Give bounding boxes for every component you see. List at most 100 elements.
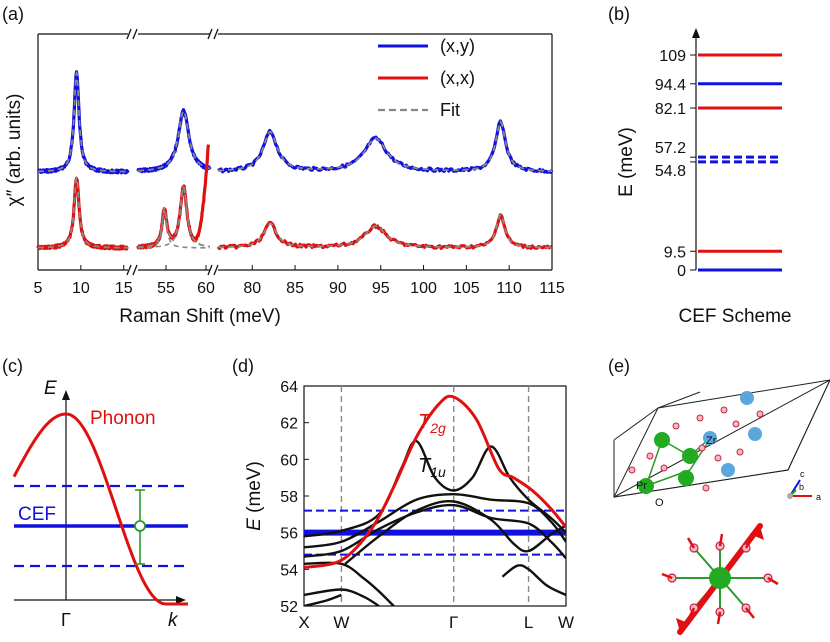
x-tick-label: 90 <box>329 280 347 297</box>
panel-d-ylabel: E (meV) <box>244 461 265 531</box>
phonon-branch-line <box>304 588 380 606</box>
axis-break-mark <box>126 264 132 276</box>
phonon-dispersion-curve <box>12 412 188 606</box>
pr-atom <box>678 470 694 486</box>
x-tick-label: 5 <box>34 280 43 297</box>
pr-atom <box>654 432 670 448</box>
energy-tick-label: 54.8 <box>655 163 686 180</box>
o-atom <box>756 410 764 418</box>
o-atom <box>720 406 728 414</box>
arrow-head <box>676 618 690 632</box>
energy-tick-label: 0 <box>677 263 686 280</box>
energy-tick-label: 82.1 <box>655 101 686 118</box>
y-tick-label: 56 <box>280 526 298 543</box>
k-point-label: W <box>558 613 574 632</box>
panel-a-ylabel: χ″ (arb. units) <box>4 94 25 207</box>
legend-label-xy: (x,y) <box>440 36 475 56</box>
y-tick-label: 64 <box>280 379 298 396</box>
panel-b: (b) 0 9.5 54.8 57.2 82.1 94.4 109 E (meV) CEF … <box>608 4 791 327</box>
fit-line <box>217 212 552 249</box>
zr-atom <box>748 427 762 441</box>
x-tick-label: 10 <box>72 280 90 297</box>
panel-c-gamma-tick: Γ <box>61 610 71 630</box>
o-atom <box>714 454 722 462</box>
o-atoms <box>628 406 764 492</box>
energy-tick-label: 9.5 <box>664 244 686 261</box>
panel-a-x-ticks: 5 10 15 55 60 80 85 90 95 100 105 110 115 <box>34 265 565 297</box>
axis-break-mark <box>132 264 138 276</box>
crossing-point-marker <box>134 520 146 532</box>
panel-c-ylabel: E <box>44 378 57 399</box>
panel-d-label: (d) <box>232 356 254 376</box>
zr-atom <box>721 463 735 477</box>
pr-atom <box>682 448 698 464</box>
pr-atoms <box>638 432 698 494</box>
o-displacement-arrow <box>716 611 722 625</box>
axis-break-mark <box>132 28 138 40</box>
cell-edge-2 <box>657 391 701 409</box>
phonon-branch-line <box>304 503 566 560</box>
panel-e-label: (e) <box>608 356 630 376</box>
axis-break-mark <box>207 28 213 40</box>
t2g-branch-line <box>304 394 566 569</box>
axis-origin <box>787 493 793 499</box>
o-atom <box>696 414 704 422</box>
energy-tick-label: 57.2 <box>655 140 686 157</box>
panel-b-xlabel: CEF Scheme <box>679 306 792 327</box>
zr-atom <box>740 391 754 405</box>
energy-tick-label: 109 <box>659 48 686 65</box>
phonon-branch-line <box>344 500 566 565</box>
panel-a-label: (a) <box>2 4 24 24</box>
pr-atom <box>638 478 654 494</box>
x-tick-label: 55 <box>157 280 175 297</box>
panel-b-label: (b) <box>608 4 630 24</box>
phonon-label: Phonon <box>90 408 156 429</box>
panel-d-bands <box>304 394 566 606</box>
o-atom <box>736 448 744 456</box>
pr-atom <box>709 567 731 589</box>
panel-d-inner <box>304 394 566 606</box>
o-displacement-arrow <box>686 607 696 621</box>
xy-data-line <box>217 119 554 174</box>
y-tick-label: 54 <box>280 562 298 579</box>
y-tick-label: 60 <box>280 452 298 469</box>
x-tick-label: 105 <box>453 280 480 297</box>
y-tick-label: 62 <box>280 416 298 433</box>
fit-component-line <box>138 185 210 249</box>
t1u-label: T1u <box>418 455 446 480</box>
axis-break-mark <box>213 28 219 40</box>
x-tick-label: 100 <box>410 280 437 297</box>
cell-edge-3 <box>613 407 659 441</box>
phonon-branch-line <box>304 593 342 606</box>
x-tick-label: 85 <box>286 280 304 297</box>
o-atom <box>702 484 710 492</box>
o-label: O <box>655 497 664 509</box>
axis-break-mark <box>207 264 213 276</box>
x-tick-label: 80 <box>243 280 261 297</box>
k-point-label: L <box>524 613 533 632</box>
y-tick-label: 58 <box>280 489 298 506</box>
arrow-head <box>750 526 764 540</box>
t1u-sub: 1u <box>430 464 446 480</box>
cell-edge-a <box>613 379 830 498</box>
panel-b-axis-arrow <box>692 28 700 38</box>
x-tick-label: 115 <box>539 280 565 297</box>
o-displacement-arrow <box>718 533 724 547</box>
phonon-branch-line <box>304 561 395 606</box>
zr-atoms <box>703 391 762 477</box>
bond <box>645 439 663 487</box>
pr-environment <box>661 523 779 635</box>
y-tick-label: 52 <box>280 599 298 616</box>
o-atom <box>672 422 680 430</box>
fit-line <box>137 185 209 248</box>
fit-line <box>217 119 553 172</box>
energy-tick-label: 94.4 <box>655 77 686 94</box>
zr-atom <box>703 431 717 445</box>
x-tick-label: 60 <box>197 280 215 297</box>
legend-label-xx: (x,x) <box>440 68 475 88</box>
panel-c-k-arrow <box>176 596 186 604</box>
panel-a-curves <box>36 70 554 251</box>
o-atom <box>646 452 654 460</box>
o-atom <box>698 444 706 452</box>
